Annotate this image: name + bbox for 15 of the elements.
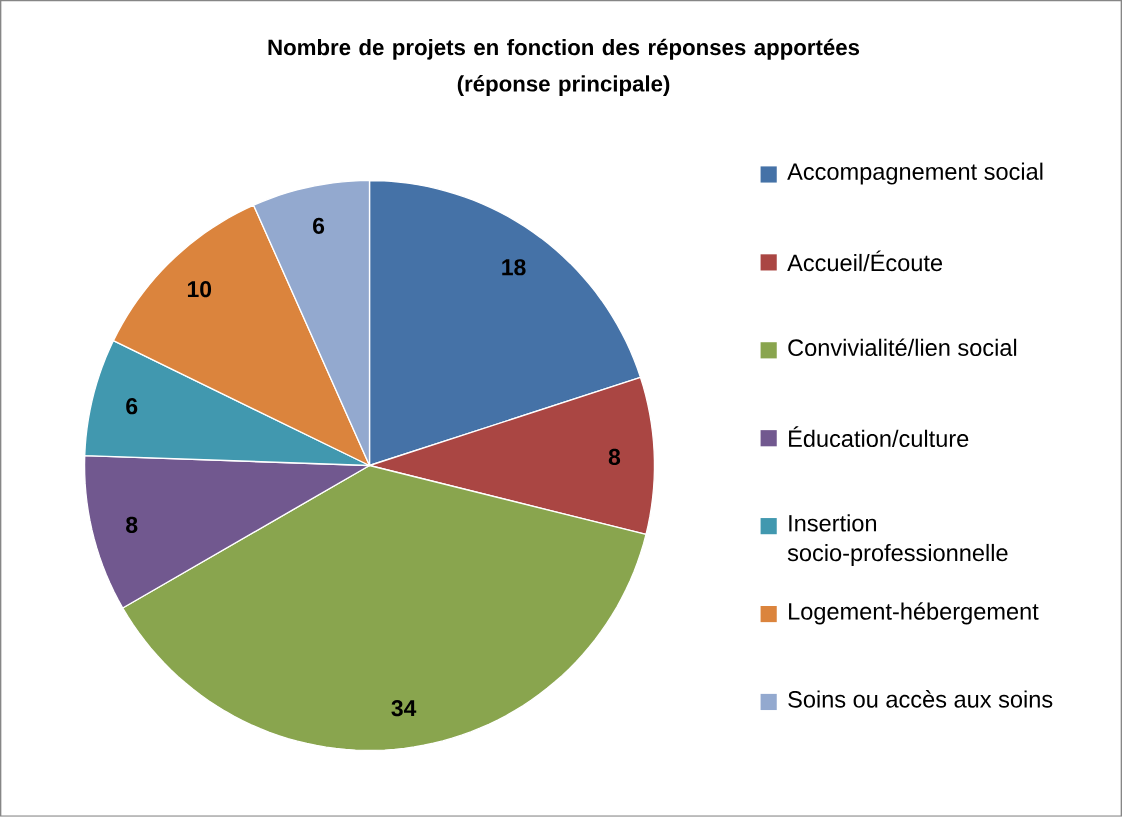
legend-label: Éducation/culture — [789, 426, 969, 448]
data-label: 8 — [608, 448, 621, 466]
data-label: 6 — [313, 217, 325, 234]
legend-label: Soins ou accès aux soins — [788, 690, 1053, 708]
data-label: 10 — [187, 281, 212, 298]
legend-label: Insertion socio-professionnelle — [787, 514, 1008, 566]
data-label: 8 — [126, 516, 138, 533]
legend-label: Accueil/Écoute — [787, 250, 943, 272]
data-label: 6 — [126, 398, 138, 415]
legend-label: Convivialité/lien social — [788, 338, 1017, 357]
chart-title: Nombre de projets en fonction des réponses apportées (réponse principale) — [268, 38, 860, 97]
data-label: 34 — [391, 700, 417, 717]
legend-label: Accompagnement social — [787, 162, 1043, 185]
data-label: 18 — [502, 259, 526, 276]
legend-label: Logement-hébergement — [789, 602, 1039, 625]
